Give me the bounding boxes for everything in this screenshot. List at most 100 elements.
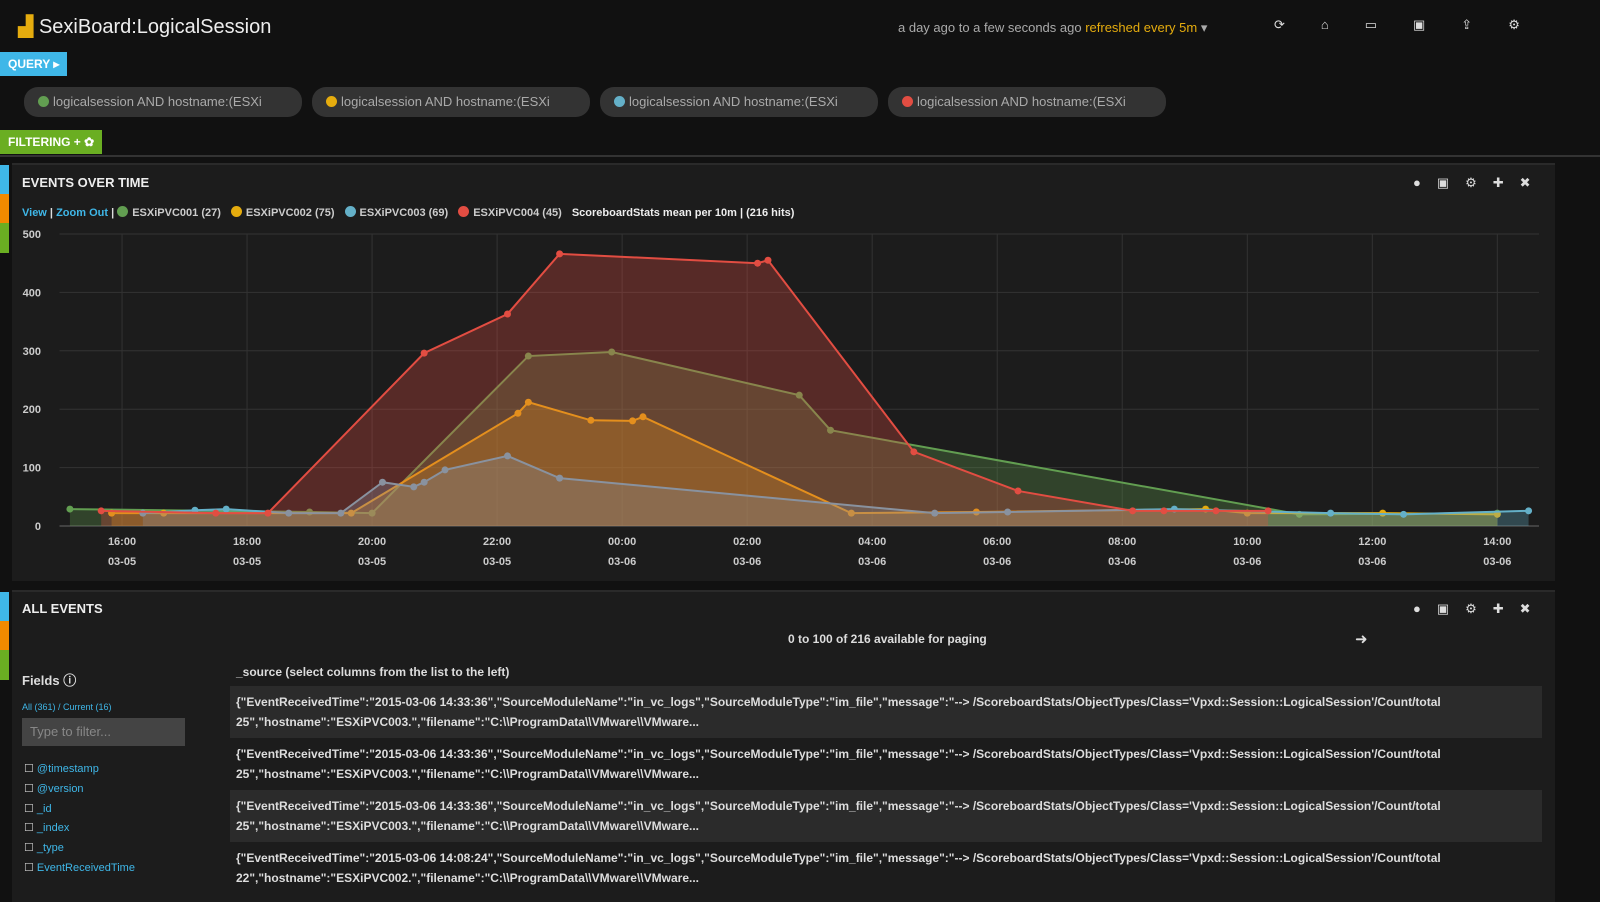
data-point — [556, 474, 564, 482]
data-point — [1160, 507, 1168, 515]
data-point — [420, 478, 428, 486]
series-line — [111, 401, 1498, 516]
legend-item: ESXiPVC001 (27) — [117, 206, 221, 219]
field[interactable]: ☐ _type — [24, 839, 135, 859]
filtering-button[interactable]: FILTERING + ✿ — [0, 130, 103, 154]
filtering-label: FILTERING — [8, 135, 71, 149]
data-point — [764, 256, 772, 264]
x-tick-label: 03-06 — [1233, 556, 1261, 568]
event-line: 25","hostname":"ESXiPVC003.","filename":… — [236, 819, 699, 833]
legend-label: ESXiPVC001 (27) — [132, 207, 221, 219]
field[interactable]: ☐ _index — [24, 819, 135, 839]
data-point — [347, 509, 355, 517]
checkbox: ☐ — [24, 802, 37, 815]
data-point — [441, 466, 449, 474]
x-tick-label: 03-05 — [483, 556, 511, 568]
data-point — [524, 398, 532, 406]
x-tick-label: 12:00 — [1358, 536, 1386, 548]
data-point — [66, 505, 74, 513]
y-tick-label: 300 — [23, 346, 41, 358]
panel-icons[interactable]: ●▣⚙✚✖ — [1413, 175, 1547, 190]
field[interactable]: ☐ @version — [24, 780, 135, 800]
data-point — [514, 409, 522, 417]
field-name: @version — [36, 782, 84, 795]
next-page[interactable]: ➜ — [1355, 631, 1368, 648]
legend-item: ESXiPVC002 (75) — [230, 206, 335, 219]
data-point — [264, 509, 272, 517]
data-point — [1212, 507, 1220, 515]
legend: View | Zoom Out | ESXiPVC001 (27) ESXiPVC… — [22, 206, 795, 219]
panel-title: EVENTS OVER TIME — [22, 175, 150, 190]
area — [101, 253, 1269, 526]
checkbox: ☐ — [24, 822, 37, 835]
event-rows: {"EventReceivedTime":"2015-03-06 14:33:3… — [230, 686, 1546, 900]
event-row: {"EventReceivedTime":"2015-03-06 14:33:3… — [230, 790, 1542, 842]
field-name: _id — [36, 802, 52, 815]
pill-text: logicalsession AND hostname:(ESXi — [917, 94, 1126, 109]
timespan: a day ago to a few seconds ago — [898, 20, 1082, 35]
query-pill[interactable]: logicalsession AND hostname:(ESXi — [312, 87, 590, 117]
data-point — [524, 352, 532, 360]
x-tick-label: 03-05 — [108, 556, 136, 568]
data-point — [847, 509, 855, 517]
legend-label: ESXiPVC004 (45) — [473, 207, 562, 219]
area — [111, 402, 1498, 526]
field[interactable]: ☐ EventReceivedTime — [24, 859, 135, 879]
data-point — [222, 505, 230, 513]
view-link[interactable]: View — [22, 207, 47, 219]
title-text: SexiBoard:LogicalSession — [38, 16, 272, 38]
filter-input[interactable]: Type to filter... — [22, 718, 185, 746]
area — [142, 455, 1529, 526]
data-point — [910, 448, 918, 456]
legend-dot — [117, 206, 129, 217]
panel-title: ALL EVENTS — [22, 601, 103, 616]
pill-dot — [614, 96, 625, 107]
x-tick-label: 08:00 — [1108, 536, 1136, 548]
x-tick-label: 10:00 — [1233, 536, 1261, 548]
pill-dot — [902, 96, 913, 107]
column-header: _source (select columns from the list to… — [236, 665, 510, 679]
data-point — [608, 348, 616, 356]
data-point — [629, 417, 637, 425]
divider — [0, 155, 1600, 157]
query-pill[interactable]: logicalsession AND hostname:(ESXi — [888, 87, 1166, 117]
legend-item: ESXiPVC003 (69) — [344, 206, 448, 219]
checkbox: ☐ — [24, 763, 37, 775]
event-line: {"EventReceivedTime":"2015-03-06 14:33:3… — [236, 695, 1441, 709]
refresh: refreshed every 5m — [1085, 20, 1198, 35]
x-tick-label: 03-05 — [233, 556, 261, 568]
zoom-link[interactable]: Zoom Out — [56, 207, 109, 219]
query-pill[interactable]: logicalsession AND hostname:(ESXi — [600, 87, 878, 117]
data-point — [587, 416, 595, 424]
field[interactable]: ☐ _id — [24, 800, 135, 820]
data-point — [212, 509, 220, 517]
chart: 0 100 200 300 400 500 16:00 03-05 18:00 03-05 20:0… — [23, 229, 1539, 568]
query-button[interactable]: QUERY ▸ — [0, 52, 68, 76]
query-pill[interactable]: logicalsession AND hostname:(ESXi — [24, 87, 302, 117]
fields-title: Fields — [22, 673, 60, 688]
field-name: _type — [36, 842, 64, 855]
event-line: 25","hostname":"ESXiPVC003.","filename":… — [236, 767, 699, 781]
field[interactable]: ☐ @timestamp — [24, 760, 135, 780]
x-tick-label: 03-06 — [733, 556, 761, 568]
field-list: ☐ @timestamp ☐ @version ☐ _id ☐ _index ☐ _ty… — [24, 760, 135, 879]
legend-label: ESXiPVC002 (75) — [245, 207, 335, 219]
dashboard-title: ▟ SexiBoard:LogicalSession — [18, 16, 272, 38]
event-line: {"EventReceivedTime":"2015-03-06 14:08:2… — [236, 851, 1441, 865]
data-point — [97, 507, 105, 515]
data-point — [754, 259, 762, 267]
data-point — [639, 413, 647, 421]
x-tick-label: 03-06 — [983, 556, 1011, 568]
data-point — [368, 509, 376, 517]
tab-current[interactable]: Current (16) — [63, 702, 112, 712]
checkbox: ☐ — [24, 782, 37, 795]
timepicker[interactable]: a day ago to a few seconds ago refreshed… — [898, 20, 1208, 35]
x-tick-label: 03-06 — [608, 556, 636, 568]
toolbar-icons[interactable]: ⟳⌂▭▣⇪⚙ — [1274, 17, 1556, 32]
tab-all[interactable]: All (361) — [22, 702, 56, 712]
panel-icons[interactable]: ●▣⚙✚✖ — [1413, 601, 1547, 616]
data-point — [1525, 507, 1533, 515]
data-point — [1264, 507, 1272, 515]
pill-text: logicalsession AND hostname:(ESXi — [629, 94, 838, 109]
data-point — [337, 509, 345, 517]
